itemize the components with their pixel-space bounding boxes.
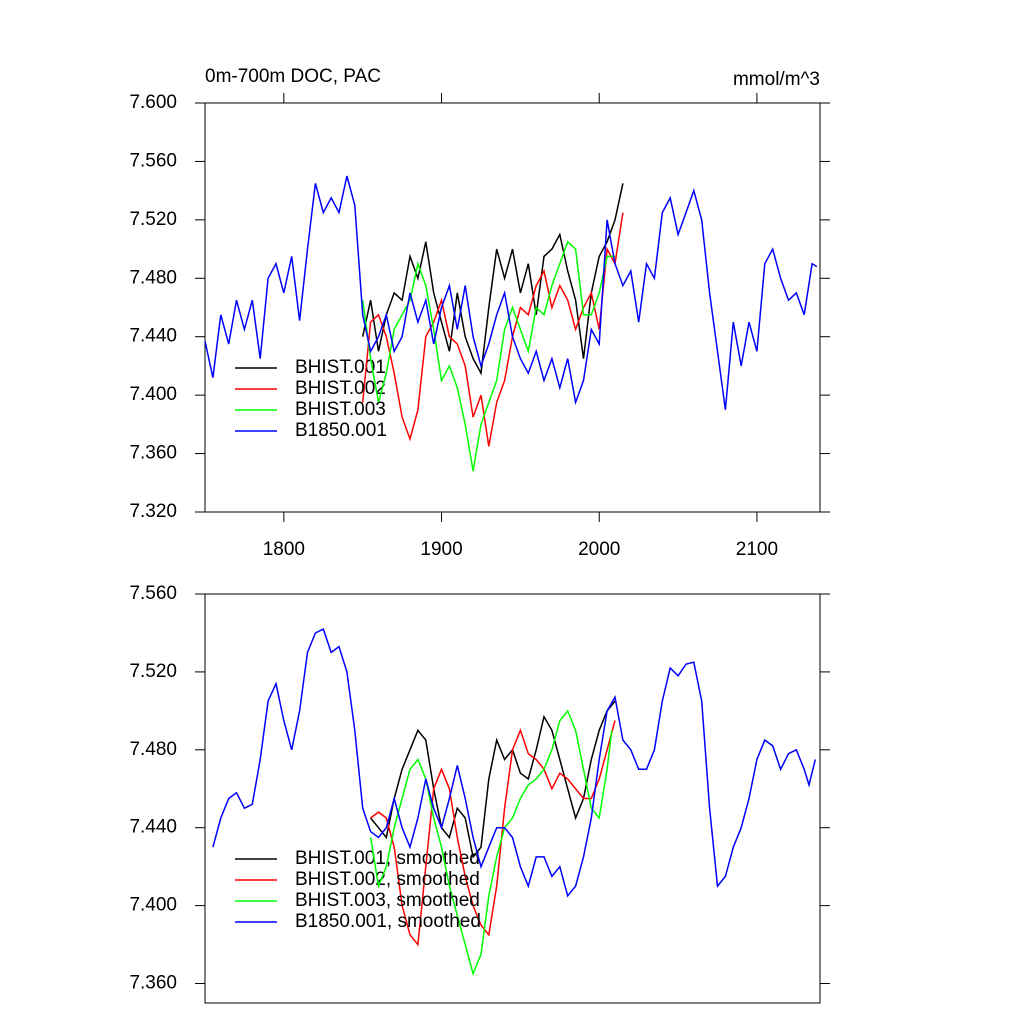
data-line [361,212,624,447]
y-tick-label: 7.440 [129,817,177,838]
plot-frame [204,593,821,1004]
data-line [361,183,624,376]
y-tick-label: 7.560 [129,583,177,604]
y-tick-label: 7.560 [129,150,177,171]
x-tick-label: 2100 [736,539,778,560]
legend-label: BHIST.003, smoothed [295,890,480,911]
y-tick-label: 7.360 [129,443,177,464]
x-tick-label: 1900 [420,539,462,560]
y-tick-label: 7.320 [129,501,177,522]
data-line [370,700,616,859]
y-tick-label: 7.600 [129,92,177,113]
legend-label: BHIST.002, smoothed [295,869,480,890]
x-tick-label: 1800 [263,539,305,560]
legend-label: B1850.001, smoothed [295,911,481,932]
y-tick-label: 7.440 [129,326,177,347]
y-tick-label: 7.480 [129,267,177,288]
data-line [212,628,817,898]
y-tick-label: 7.480 [129,739,177,760]
chart-title: 0m-700m DOC, PAC [205,66,381,87]
y-units: mmol/m^3 [733,69,820,90]
legend-label: BHIST.001 [295,357,386,378]
data-line [370,720,616,947]
legend-label: BHIST.003 [295,399,386,420]
data-line [204,175,818,410]
legend-label: BHIST.002 [295,378,386,399]
x-tick-label: 2000 [578,539,620,560]
y-tick-label: 7.400 [129,384,177,405]
y-tick-label: 7.400 [129,895,177,916]
y-tick-label: 7.360 [129,973,177,994]
plot-frame [204,102,821,513]
legend-label: B1850.001 [295,420,387,441]
y-tick-label: 7.520 [129,661,177,682]
y-tick-label: 7.520 [129,209,177,230]
data-line [369,709,613,977]
data-line [361,240,615,472]
